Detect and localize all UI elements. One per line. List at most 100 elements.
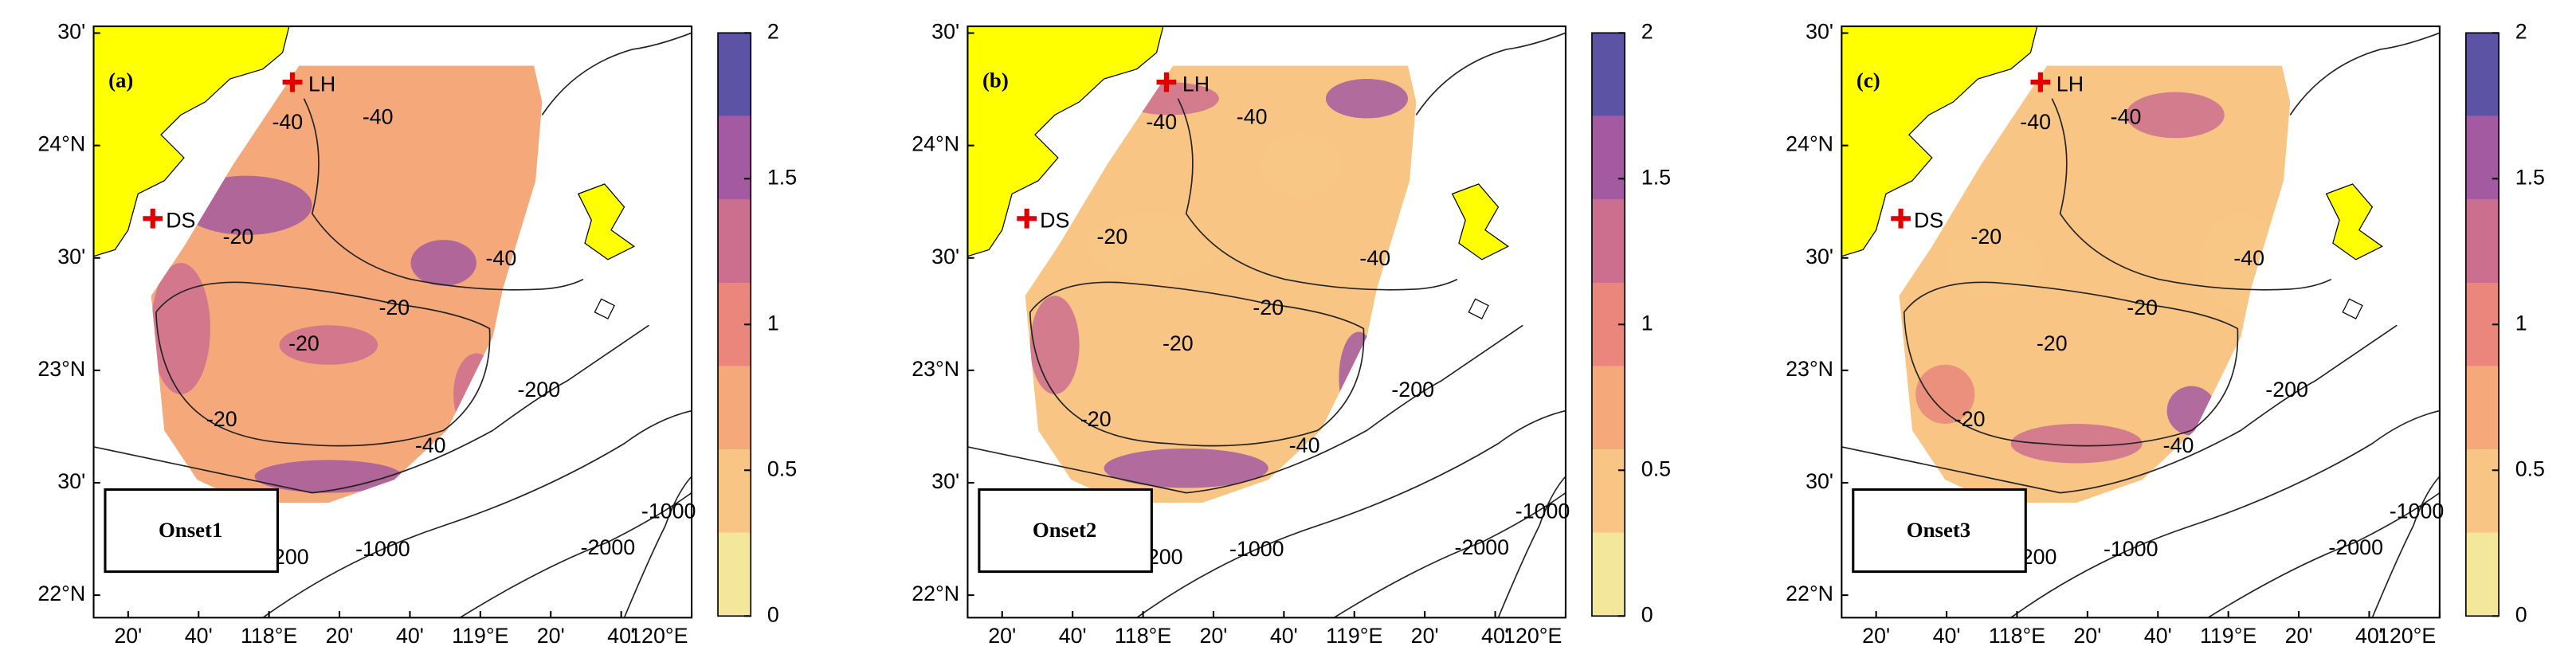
island	[1468, 298, 1489, 319]
x-tick-label: 40'	[2144, 624, 2172, 648]
contour-label: -20	[378, 296, 410, 319]
y-tick-label: 22°N	[912, 582, 959, 605]
map-panel: -20-40-20-20-20-40-40-40-200-1000 -2000-1…	[1786, 19, 2545, 648]
colorbar-level	[718, 199, 751, 283]
x-tick-label: 20'	[2073, 624, 2101, 648]
contour-label: -2000	[1455, 535, 1510, 559]
field-patch	[2010, 424, 2143, 464]
colorbar-level	[718, 116, 751, 200]
contour-label: -200	[517, 378, 560, 402]
colorbar-level	[1591, 532, 1625, 617]
depth-contour	[1029, 281, 1365, 447]
depth-contour	[303, 98, 584, 291]
colorbar-tick-label: 1	[767, 311, 779, 335]
depth-contour	[967, 324, 1523, 494]
depth-contour	[2207, 492, 2441, 619]
island	[2342, 298, 2363, 319]
colorbar-level	[1591, 366, 1625, 450]
contour-label: -40	[486, 246, 517, 270]
field-patch	[279, 325, 378, 365]
x-tick-label: 20'	[326, 624, 354, 648]
contour-label: -20	[1970, 225, 2002, 249]
colorbar-level	[718, 33, 751, 116]
contour-label: -20	[1955, 407, 1986, 431]
contour-label: -20	[1097, 225, 1128, 249]
depth-contour	[1415, 32, 1566, 116]
contour-label: -40	[2233, 246, 2264, 270]
onset-label: Onset1	[159, 518, 222, 542]
colorbar-level	[2465, 366, 2500, 450]
contour-label: -20	[1080, 407, 1112, 431]
contour-label: -40	[1237, 105, 1268, 129]
field-patch	[1915, 364, 1975, 425]
depth-contour	[1177, 98, 1458, 291]
y-tick-label: 24°N	[912, 132, 959, 156]
colorbar-tick-label: 0	[2515, 602, 2527, 626]
y-tick-label: 22°N	[1786, 582, 1833, 605]
x-tick-label: 119°E	[452, 624, 508, 648]
x-tick-label: 119°E	[2200, 624, 2256, 648]
x-tick-label: 120°E	[1504, 624, 1562, 648]
colorbar-level	[1591, 449, 1625, 533]
field-patch	[1087, 214, 1219, 280]
island	[594, 298, 615, 319]
colorbar-level	[2465, 532, 2500, 617]
depth-contour	[2289, 32, 2441, 116]
depth-contour	[1497, 476, 1566, 618]
colorbar-level	[718, 532, 751, 617]
depth-contour	[93, 324, 649, 494]
depth-contour	[1903, 281, 2239, 447]
depth-contour	[459, 492, 692, 619]
land	[1841, 25, 2038, 257]
map-panel: -20-40-20-20-20-40-40-40-200-1000 -2000-1…	[912, 19, 1671, 648]
onset-box	[978, 488, 1153, 574]
field-patch	[1325, 79, 1409, 119]
site-marker	[1891, 208, 1911, 229]
site-marker	[282, 72, 303, 92]
contour-label: -40	[272, 110, 303, 134]
island	[1451, 183, 1509, 261]
depth-contour	[1841, 324, 2398, 494]
colorbar-tick-label: 1.5	[1641, 165, 1671, 189]
site-label: LH	[2056, 72, 2084, 96]
contour-label: -200	[2265, 378, 2308, 402]
x-tick-label: 40'	[607, 624, 635, 648]
contour-label: -1000	[1515, 499, 1570, 523]
contour-label: -1000	[1229, 537, 1284, 561]
colorbar-level	[2465, 449, 2500, 533]
site-marker	[1156, 72, 1177, 92]
site-label: DS	[166, 208, 195, 232]
contour-label: -40	[1289, 433, 1320, 457]
field-patch	[1029, 296, 1080, 394]
contour-label: -200	[1391, 378, 1434, 402]
colorbar-tick-label: 0.5	[1641, 456, 1671, 480]
x-tick-label: 20'	[537, 624, 565, 648]
field-patch	[1260, 131, 1343, 198]
colorbar-tick-label: 0	[767, 602, 779, 626]
contour-label: -2000	[581, 535, 636, 559]
contour-label: -1000	[355, 537, 410, 561]
panel-label: (c)	[1857, 68, 1880, 92]
contour-label: -40	[1359, 246, 1390, 270]
colorbar-tick-label: 0.5	[767, 456, 797, 480]
site-marker	[1017, 208, 1037, 229]
field-patch	[1104, 448, 1268, 488]
depth-contour	[262, 409, 692, 618]
field-patch	[410, 240, 476, 286]
field-patch	[1945, 229, 2044, 296]
x-tick-label: 40'	[2355, 624, 2383, 648]
colorbar-level	[1591, 116, 1625, 200]
y-tick-label: 30'	[1806, 469, 1833, 493]
island	[2325, 183, 2383, 261]
colorbar-level	[2465, 116, 2500, 200]
y-tick-label: 30'	[931, 469, 959, 493]
x-tick-label: 20'	[988, 624, 1016, 648]
contour-label: -1000	[2104, 537, 2158, 561]
contour-label: -20	[288, 331, 320, 355]
map-frame	[966, 25, 1566, 619]
depth-contour	[1333, 492, 1566, 619]
contour-label: -20	[206, 407, 237, 431]
site-label: DS	[1040, 208, 1069, 232]
field-patch	[254, 460, 403, 493]
